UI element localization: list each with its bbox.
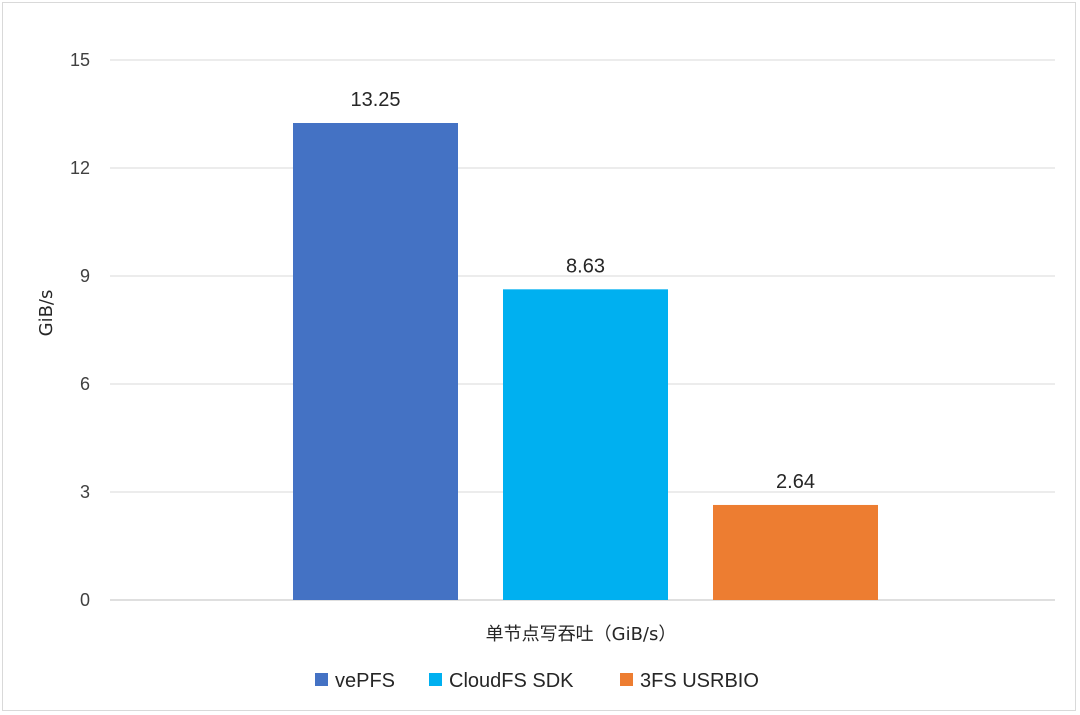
y-tick-label: 0 [80,590,90,610]
legend-entry: CloudFS SDK [449,670,574,692]
y-tick-label: 15 [70,50,90,70]
gridlines [110,59,1055,601]
y-tick-label: 3 [80,482,90,502]
legend-entry: vePFS [335,670,395,692]
y-tick-label: 6 [80,374,90,394]
bars [293,123,878,600]
bar-cloudfs-sdk [503,289,668,600]
legend-swatch [315,673,328,686]
bar-3fs-usrbio [713,504,878,600]
data-label: 13.25 [350,89,400,111]
legend-swatch [429,673,442,686]
data-label: 8.63 [566,255,605,277]
legend-swatch [620,673,633,686]
bar-vepfs [293,123,458,600]
y-axis-ticks: 0 3 6 9 12 15 [70,50,90,610]
y-axis-label: GiB/s [36,290,57,337]
data-label: 2.64 [776,471,815,493]
legend: vePFS CloudFS SDK 3FS USRBIO [315,670,759,692]
y-tick-label: 9 [80,266,90,286]
y-tick-label: 12 [70,158,90,178]
legend-entry: 3FS USRBIO [640,670,759,692]
data-labels: 13.25 8.63 2.64 [350,89,815,493]
x-axis-label: 单节点写吞吐（GiB/s） [486,624,677,645]
